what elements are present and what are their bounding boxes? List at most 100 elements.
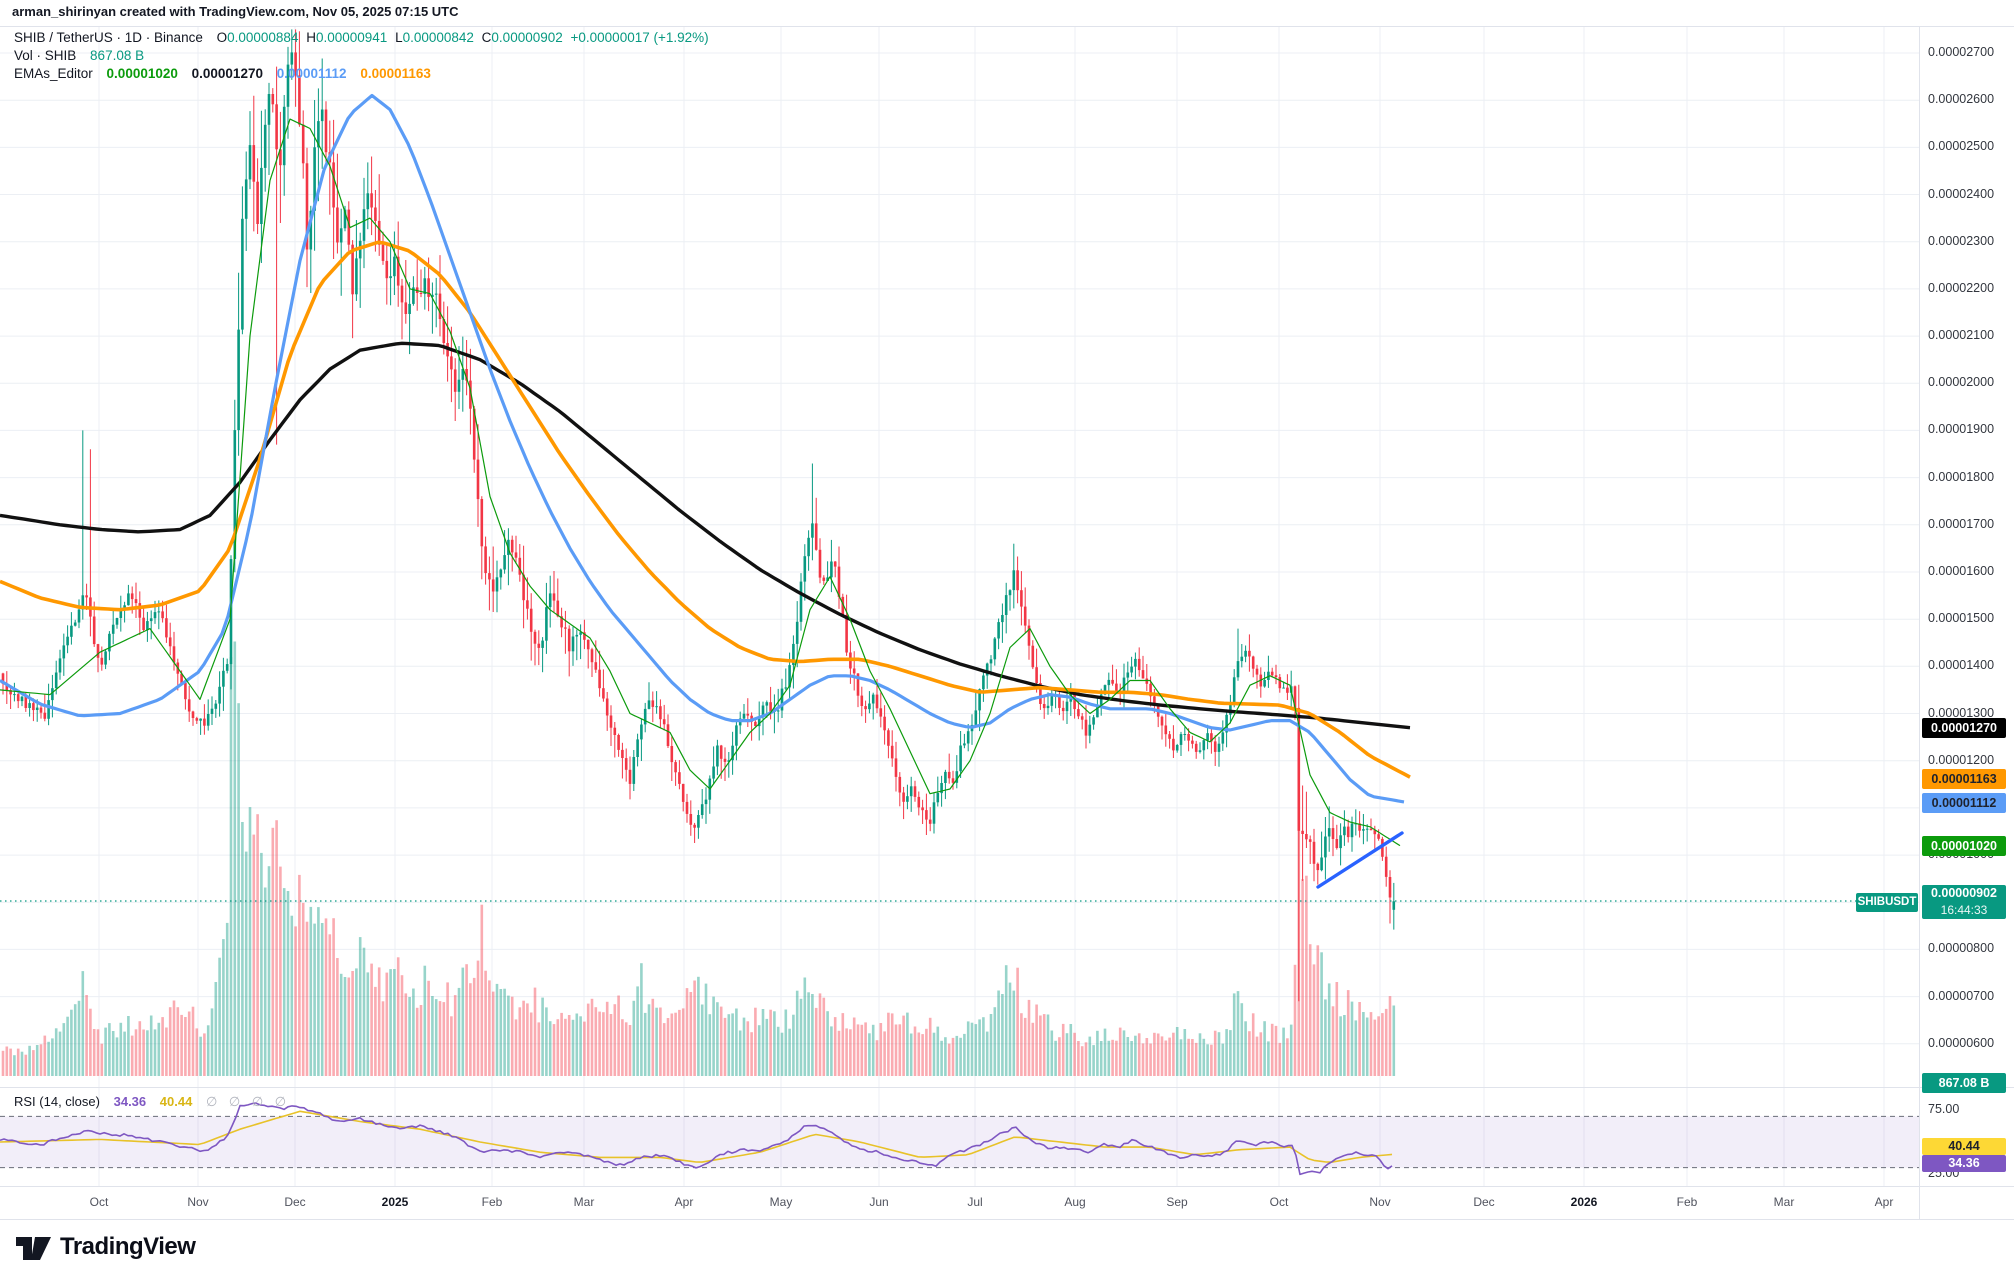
time-tick-label: Dec bbox=[284, 1195, 306, 1209]
rsi-ma-value: 40.44 bbox=[159, 1094, 193, 1109]
time-tick-label: 2025 bbox=[381, 1195, 409, 1209]
ema-blue-line[interactable] bbox=[0, 93, 1405, 804]
low-value: 0.00000842 bbox=[402, 30, 474, 45]
high-value: 0.00000941 bbox=[315, 30, 388, 45]
open-value: 0.00000884 bbox=[227, 30, 299, 45]
time-tick-label: Mar bbox=[573, 1195, 595, 1209]
price-tick-label: 0.00002500 bbox=[1928, 139, 1995, 153]
ema-black-price-label: 0.00001270 bbox=[1922, 718, 2006, 738]
emas-row[interactable]: EMAs_Editor 0.00001020 0.00001270 0.0000… bbox=[14, 65, 709, 82]
price-tick-label: 0.00002600 bbox=[1928, 92, 1995, 106]
low-label: L bbox=[395, 30, 403, 45]
grid bbox=[0, 26, 1919, 1186]
time-tick-label: Oct bbox=[1269, 1195, 1289, 1209]
close-label: C bbox=[481, 30, 492, 45]
time-tick-label: Sep bbox=[1166, 1195, 1188, 1209]
time-tick-label: Nov bbox=[187, 1195, 209, 1209]
price-scale[interactable]: 0.00002700 0.00002600 0.00002500 0.00002400… bbox=[1920, 0, 2014, 1219]
price-tick-label: 0.00001300 bbox=[1928, 706, 1995, 720]
tradingview-logo[interactable]: TradingView bbox=[14, 1230, 196, 1264]
rsi-value: 34.36 bbox=[113, 1094, 147, 1109]
rsi-ma-line[interactable] bbox=[0, 1110, 1393, 1163]
time-tick-label: Jul bbox=[967, 1195, 983, 1209]
price-tick-label: 0.00000600 bbox=[1928, 1036, 1995, 1050]
time-tick-label: Dec bbox=[1473, 1195, 1495, 1209]
pane-divider bbox=[0, 1087, 2014, 1088]
rsi-label: RSI (14, close) bbox=[14, 1094, 100, 1109]
time-axis-divider bbox=[0, 1186, 2014, 1187]
candles bbox=[1, 29, 1396, 1002]
open-label: O bbox=[216, 30, 228, 45]
ema-orange-price-label: 0.00001163 bbox=[1922, 769, 2006, 789]
last-price-label: 0.00000902 16:44:33 bbox=[1922, 885, 2006, 919]
ema-blue-value: 0.00001112 bbox=[276, 66, 347, 81]
ema-blue-price-label: 0.00001112 bbox=[1922, 793, 2006, 813]
rsi-empty-values: ∅ ∅ ∅ ∅ bbox=[205, 1094, 291, 1109]
rsi-tick-label: 75.00 bbox=[1928, 1102, 1960, 1116]
time-tick-label: 2026 bbox=[1570, 1195, 1598, 1209]
ema-green-value: 0.00001020 bbox=[106, 66, 178, 81]
tradingview-logo-icon bbox=[16, 1237, 51, 1260]
rsi-value-label: 34.36 bbox=[1922, 1155, 2006, 1172]
time-tick-label: Aug bbox=[1064, 1195, 1086, 1209]
tradingview-logo-text: TradingView bbox=[60, 1233, 196, 1260]
time-tick-label: Jun bbox=[869, 1195, 889, 1209]
rsi-ma-value-label: 40.44 bbox=[1922, 1138, 2006, 1155]
time-tick-label: May bbox=[769, 1195, 793, 1209]
ema-orange-line[interactable] bbox=[0, 240, 1411, 779]
price-tick-label: 0.00002000 bbox=[1928, 375, 1995, 389]
volume-row[interactable]: Vol · SHIB 867.08 B bbox=[14, 47, 709, 64]
price-tick-label: 0.00001800 bbox=[1928, 470, 1995, 484]
emas-label: EMAs_Editor bbox=[14, 66, 93, 81]
price-tick-label: 0.00002300 bbox=[1928, 234, 1995, 248]
ema-green-price-label: 0.00001020 bbox=[1922, 836, 2006, 856]
price-axis-divider bbox=[1919, 26, 1920, 1219]
volume-label: Vol · SHIB bbox=[14, 48, 77, 63]
ema-black-value: 0.00001270 bbox=[191, 66, 263, 81]
chart-legend: SHIB / TetherUS · 1D · Binance O0.000008… bbox=[14, 29, 709, 83]
symbol-price-tag: SHIBUSDT bbox=[1856, 893, 1918, 912]
ema-orange-value: 0.00001163 bbox=[360, 66, 431, 81]
time-tick-label: Feb bbox=[481, 1195, 503, 1209]
ema-green-line[interactable] bbox=[0, 118, 1401, 847]
header-divider bbox=[0, 26, 2014, 27]
rsi-legend[interactable]: RSI (14, close) 34.36 40.44 ∅ ∅ ∅ ∅ bbox=[14, 1094, 290, 1110]
footer-divider bbox=[0, 1219, 2014, 1220]
price-tick-label: 0.00000800 bbox=[1928, 941, 1995, 955]
price-tick-label: 0.00002400 bbox=[1928, 187, 1995, 201]
price-tick-label: 0.00002100 bbox=[1928, 328, 1995, 342]
bar-countdown: 16:44:33 bbox=[1940, 903, 1988, 917]
symbol-row[interactable]: SHIB / TetherUS · 1D · Binance O0.000008… bbox=[14, 29, 709, 46]
rsi-band bbox=[0, 1116, 1919, 1168]
price-tick-label: 0.00002200 bbox=[1928, 281, 1995, 295]
price-tick-label: 0.00001200 bbox=[1928, 753, 1995, 767]
attribution-text: arman_shirinyan created with TradingView… bbox=[12, 4, 459, 19]
price-tick-label: 0.00001700 bbox=[1928, 517, 1995, 531]
time-scale[interactable]: Oct Nov Dec 2025 Feb Mar Apr May Jun Jul Aug Sep Oct… bbox=[0, 1187, 2014, 1219]
price-tick-label: 0.00001500 bbox=[1928, 611, 1995, 625]
price-tick-label: 0.00001400 bbox=[1928, 658, 1995, 672]
time-tick-label: Mar bbox=[1773, 1195, 1795, 1209]
time-tick-label: Nov bbox=[1369, 1195, 1391, 1209]
time-tick-label: Feb bbox=[1676, 1195, 1698, 1209]
price-tick-label: 0.00000700 bbox=[1928, 989, 1995, 1003]
ema-black-line[interactable] bbox=[0, 341, 1411, 730]
rsi-line[interactable] bbox=[0, 1102, 1393, 1176]
time-tick-label: Apr bbox=[674, 1195, 694, 1209]
trendline[interactable] bbox=[1316, 831, 1404, 889]
volume-axis-label: 867.08 B bbox=[1922, 1073, 2006, 1093]
high-label: H bbox=[306, 30, 316, 45]
volume-bars bbox=[1, 641, 1396, 1076]
price-tick-label: 0.00002700 bbox=[1928, 45, 1995, 59]
price-tick-label: 0.00001600 bbox=[1928, 564, 1995, 578]
close-value: 0.00000902 bbox=[491, 30, 563, 45]
change-value: +0.00000017 (+1.92%) bbox=[570, 30, 709, 45]
price-tick-label: 0.00001900 bbox=[1928, 422, 1995, 436]
volume-value: 867.08 B bbox=[90, 48, 145, 63]
last-price-value: 0.00000902 bbox=[1930, 886, 1998, 900]
symbol-title: SHIB / TetherUS · 1D · Binance bbox=[14, 30, 203, 45]
time-tick-label: Apr bbox=[1874, 1195, 1894, 1209]
time-tick-label: Oct bbox=[89, 1195, 109, 1209]
